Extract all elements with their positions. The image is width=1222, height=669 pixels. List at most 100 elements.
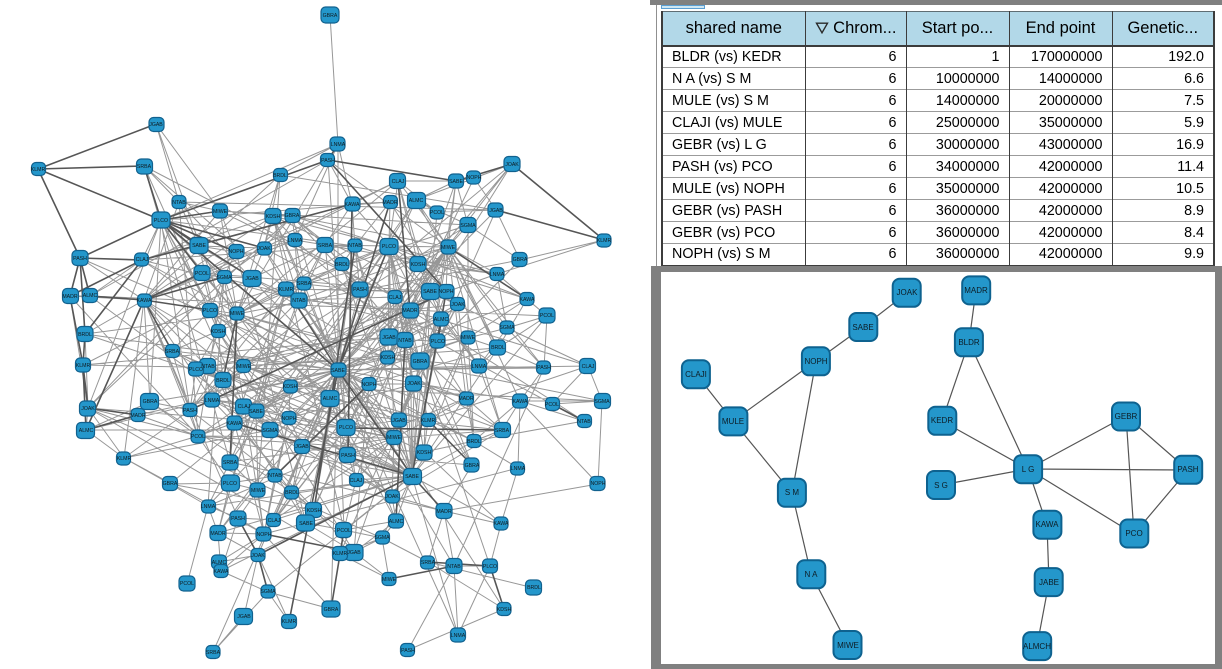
svg-text:SABE: SABE — [331, 368, 345, 374]
svg-text:KDSH: KDSH — [417, 450, 432, 456]
svg-text:KDSH: KDSH — [283, 384, 298, 390]
svg-text:KAWA: KAWA — [227, 421, 242, 427]
svg-text:SGMA: SGMA — [260, 589, 276, 595]
svg-text:JOAK: JOAK — [257, 246, 271, 252]
svg-text:N A: N A — [805, 570, 819, 579]
svg-text:CLAJ: CLAJ — [350, 478, 363, 484]
svg-text:KDSH: KDSH — [307, 508, 322, 514]
svg-text:MIWE: MIWE — [387, 435, 402, 441]
svg-text:SRBA: SRBA — [318, 243, 333, 249]
svg-text:PASH: PASH — [353, 287, 367, 293]
svg-text:S M: S M — [785, 488, 800, 497]
svg-text:KLMR: KLMR — [421, 418, 436, 424]
svg-text:NTAB: NTAB — [172, 200, 186, 206]
svg-text:JGAB: JGAB — [295, 444, 309, 450]
svg-text:NOPH: NOPH — [282, 416, 297, 422]
svg-text:KAWA: KAWA — [513, 399, 528, 405]
svg-text:NOPH: NOPH — [439, 289, 454, 295]
svg-text:JGAB: JGAB — [245, 276, 259, 282]
svg-text:KDSH: KDSH — [497, 607, 512, 613]
svg-text:KAWA: KAWA — [345, 202, 360, 208]
svg-text:SGMA: SGMA — [374, 535, 390, 541]
svg-text:PASH: PASH — [183, 408, 197, 414]
svg-text:SABE: SABE — [299, 521, 313, 527]
svg-text:KDSH: KDSH — [381, 355, 396, 361]
svg-text:PLCO: PLCO — [339, 425, 353, 431]
svg-text:NTAB: NTAB — [398, 338, 412, 344]
svg-text:PASH: PASH — [73, 256, 87, 262]
svg-text:NOPH: NOPH — [467, 175, 482, 181]
svg-text:PASH: PASH — [1177, 465, 1198, 474]
svg-text:KLMR: KLMR — [76, 363, 91, 369]
svg-text:PLCO: PLCO — [382, 244, 396, 250]
svg-text:PASH: PASH — [341, 453, 355, 459]
svg-text:JOAK: JOAK — [251, 553, 265, 559]
svg-text:MIWE: MIWE — [237, 364, 252, 370]
svg-text:MADR: MADR — [402, 308, 418, 314]
svg-text:NTAB: NTAB — [268, 473, 282, 479]
svg-text:CLAJ: CLAJ — [392, 179, 405, 185]
svg-text:MIWE: MIWE — [837, 641, 859, 650]
svg-text:JOAK: JOAK — [407, 381, 421, 387]
svg-text:MADR: MADR — [382, 200, 398, 206]
svg-text:JABE: JABE — [1039, 578, 1059, 587]
svg-text:NOPH: NOPH — [257, 532, 272, 538]
svg-text:SRBA: SRBA — [137, 164, 152, 170]
svg-text:PCOL: PCOL — [430, 210, 444, 216]
svg-text:CLAJI: CLAJI — [685, 370, 707, 379]
svg-text:LNMA: LNMA — [288, 238, 303, 244]
svg-text:PLCO: PLCO — [431, 339, 445, 345]
svg-text:MADR: MADR — [210, 531, 226, 537]
svg-text:LNMA: LNMA — [331, 142, 346, 148]
svg-text:CLAJ: CLAJ — [389, 295, 402, 301]
svg-text:BRDL: BRDL — [273, 173, 287, 179]
svg-text:ALMC: ALMC — [79, 428, 94, 434]
svg-text:SRBA: SRBA — [223, 460, 238, 466]
svg-text:KLMR: KLMR — [282, 619, 297, 625]
svg-text:KAWA: KAWA — [1036, 520, 1060, 529]
svg-text:MADR: MADR — [964, 286, 988, 295]
svg-text:SRBA: SRBA — [165, 349, 180, 355]
svg-text:BLDR: BLDR — [958, 338, 980, 347]
svg-text:NOPH: NOPH — [229, 249, 244, 255]
svg-text:JOAK: JOAK — [451, 302, 465, 308]
svg-text:KAWA: KAWA — [520, 297, 535, 303]
svg-text:KLMR: KLMR — [597, 238, 612, 244]
svg-text:ALMC: ALMC — [83, 293, 98, 299]
svg-text:MIWE: MIWE — [441, 245, 456, 251]
svg-text:BRDL: BRDL — [285, 490, 299, 496]
svg-text:PCOL: PCOL — [195, 271, 209, 277]
svg-text:PCOL: PCOL — [180, 581, 194, 587]
svg-text:GBRA: GBRA — [285, 213, 300, 219]
svg-text:L G: L G — [1022, 465, 1035, 474]
svg-text:ALMC: ALMC — [409, 198, 424, 204]
svg-text:NOPH: NOPH — [804, 357, 827, 366]
svg-text:NTAB: NTAB — [292, 298, 306, 304]
svg-text:PLCO: PLCO — [203, 308, 217, 314]
svg-text:KDSH: KDSH — [266, 214, 281, 220]
svg-text:SGMA: SGMA — [594, 399, 610, 405]
svg-text:KEDR: KEDR — [931, 416, 953, 425]
svg-text:MADR: MADR — [436, 509, 452, 515]
svg-text:KLMR: KLMR — [333, 551, 348, 557]
svg-text:GBRA: GBRA — [465, 463, 480, 469]
svg-text:MULE: MULE — [722, 417, 744, 426]
svg-text:GBRA: GBRA — [513, 257, 528, 263]
svg-text:SGMA: SGMA — [499, 325, 515, 331]
svg-text:NTAB: NTAB — [447, 564, 461, 570]
svg-text:SGMA: SGMA — [216, 275, 232, 281]
svg-text:MIWE: MIWE — [251, 488, 266, 494]
svg-text:GBRA: GBRA — [163, 481, 178, 487]
svg-text:ALMC: ALMC — [212, 560, 227, 566]
svg-text:JOAK: JOAK — [505, 162, 519, 168]
svg-text:PASH: PASH — [401, 648, 415, 654]
svg-text:CLAJ: CLAJ — [268, 518, 281, 524]
svg-text:PLCO: PLCO — [223, 481, 237, 487]
svg-text:GBRA: GBRA — [323, 13, 338, 19]
svg-text:CLAJ: CLAJ — [136, 257, 149, 263]
svg-text:BRDL: BRDL — [491, 345, 505, 351]
svg-text:PCO: PCO — [1125, 529, 1142, 538]
svg-text:CLAJ: CLAJ — [238, 404, 251, 410]
svg-text:JGAB: JGAB — [392, 418, 406, 424]
svg-text:PCOL: PCOL — [337, 528, 351, 534]
